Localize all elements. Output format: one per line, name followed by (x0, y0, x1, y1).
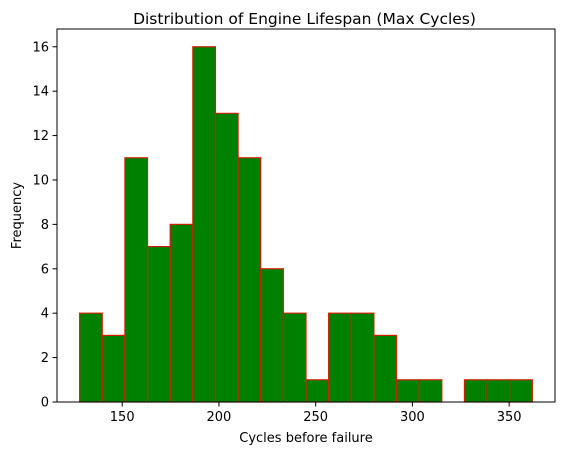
y-tick-label: 12 (32, 129, 49, 144)
histogram-bar-5 (192, 46, 217, 403)
histogram-bar-17 (463, 379, 488, 403)
histogram-bar-15 (418, 379, 443, 403)
histogram-bar-19 (509, 379, 533, 403)
y-tick-label: 14 (32, 85, 49, 100)
x-tick-label: 200 (207, 410, 232, 425)
histogram-bar-4 (169, 223, 194, 403)
chart-title: Distribution of Engine Lifespan (Max Cyc… (133, 10, 476, 28)
histogram-bar-1 (101, 334, 126, 403)
x-tick-label: 150 (110, 410, 135, 425)
histogram-bar-9 (282, 312, 307, 403)
histogram-bar-0 (79, 312, 103, 403)
x-axis-label: Cycles before failure (239, 431, 372, 446)
histogram-bar-10 (305, 379, 330, 403)
histogram-bar-3 (146, 245, 171, 403)
plot-frame (56, 28, 556, 403)
histogram-bar-12 (350, 312, 375, 403)
histogram-bar-11 (328, 312, 352, 403)
y-tick-label: 16 (32, 40, 49, 55)
x-tick-label: 250 (303, 410, 328, 425)
histogram-bar-18 (486, 379, 511, 403)
x-axis-ticks: 150 200 250 300 350 (110, 402, 522, 425)
bars-group (79, 46, 533, 403)
x-tick-label: 300 (400, 410, 425, 425)
y-tick-label: 4 (41, 307, 49, 322)
y-tick-label: 0 (41, 396, 49, 411)
y-tick-label: 6 (41, 262, 49, 277)
y-tick-label: 10 (32, 173, 49, 188)
x-tick-label: 350 (497, 410, 522, 425)
histogram-bar-2 (124, 157, 149, 403)
y-tick-label: 2 (41, 351, 49, 366)
histogram-bar-6 (214, 112, 239, 403)
histogram-bar-13 (373, 334, 398, 403)
histogram-bar-14 (395, 379, 420, 403)
histogram-bar-7 (237, 157, 262, 403)
y-tick-label: 8 (41, 218, 49, 233)
y-axis-ticks: 0 2 4 6 8 10 12 14 16 (32, 40, 57, 411)
y-axis-label: Frequency (10, 182, 25, 249)
histogram-bar-8 (260, 268, 284, 403)
